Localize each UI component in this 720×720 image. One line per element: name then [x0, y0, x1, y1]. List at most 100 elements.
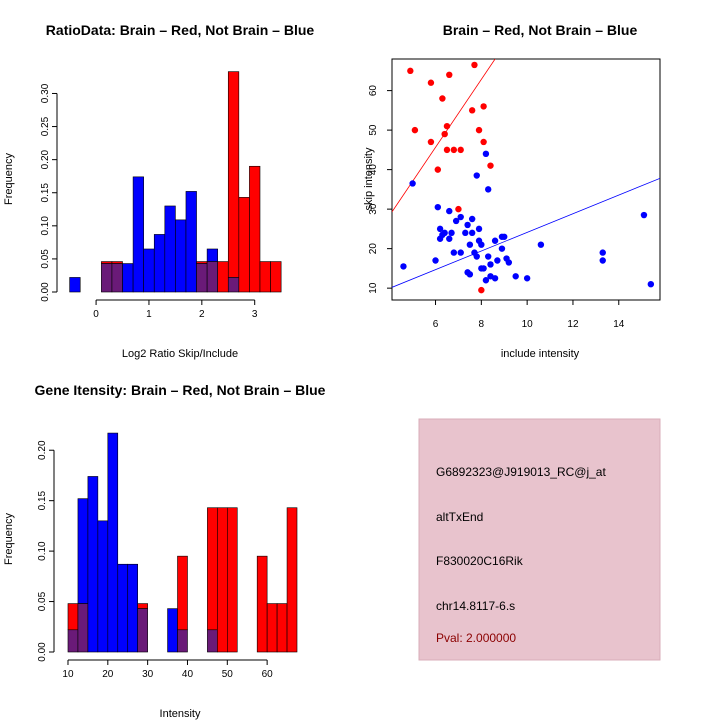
not-brain-point [434, 203, 442, 211]
not-brain-point [446, 235, 453, 242]
y-tick-label: 0.05 [40, 249, 51, 269]
scatter-xlabel: include intensity [501, 348, 580, 360]
x-tick-label: 30 [142, 669, 154, 680]
not-brain-bar [143, 248, 155, 293]
y-tick-label: 0.15 [40, 183, 51, 203]
y-tick-label: 0.25 [40, 116, 51, 136]
brain-bar [67, 603, 79, 631]
not-brain-point [452, 217, 460, 225]
x-tick-label: 3 [252, 309, 258, 320]
scatter-ylabel: skip intensity [363, 147, 375, 210]
not-brain-point [498, 245, 506, 252]
ratio-histogram-ylabel: Frequency [3, 153, 15, 205]
brain-bar [207, 507, 218, 631]
gene-name-text: F830020C16Rik [436, 554, 524, 568]
not-brain-bar [185, 191, 197, 293]
overlap-bar [67, 629, 79, 653]
ratio-histogram: RatioData: Brain – Red, Not Brain – Blue… [3, 22, 314, 360]
y-tick-label: 0.15 [37, 490, 48, 510]
not-brain-bar [107, 432, 119, 653]
not-brain-point [523, 275, 531, 282]
not-brain-point [480, 265, 487, 272]
brain-point [427, 138, 435, 146]
x-tick-label: 0 [93, 309, 99, 320]
y-tick-label: 40 [368, 164, 379, 176]
not-brain-point [448, 229, 455, 237]
not-brain-bar [117, 563, 129, 653]
brain-point [441, 130, 448, 138]
brain-point [407, 67, 414, 75]
not-brain-bar [153, 234, 166, 293]
gene-histogram-title: Gene Itensity: Brain – Red, Not Brain – … [35, 382, 326, 398]
y-tick-label: 0.00 [40, 282, 51, 302]
x-tick-label: 1 [146, 309, 152, 320]
brain-point [411, 126, 419, 134]
brain-bar [249, 165, 261, 293]
not-brain-bar [122, 263, 134, 293]
not-brain-bar [132, 176, 144, 293]
brain-point [478, 286, 485, 294]
not-brain-point [485, 253, 492, 260]
overlap-bar [227, 277, 240, 293]
overlap-bar [207, 629, 218, 653]
x-tick-label: 2 [199, 309, 205, 320]
not-brain-point [462, 229, 469, 237]
not-brain-point [457, 213, 464, 221]
x-tick-label: 10 [62, 669, 74, 680]
not-brain-point [487, 261, 494, 268]
not-brain-point [400, 263, 407, 270]
not-brain-bar [77, 498, 89, 604]
brain-bar [276, 603, 288, 653]
y-tick-label: 0.20 [37, 440, 48, 460]
y-tick-label: 0.30 [40, 83, 51, 103]
not-brain-bar [206, 248, 218, 262]
not-brain-point [436, 225, 444, 233]
overlap-bar [101, 263, 113, 293]
brain-point [434, 166, 442, 173]
brain-bar [227, 507, 238, 653]
x-tick-label: 20 [102, 669, 114, 680]
not-brain-point [473, 253, 480, 260]
brain-bar [137, 603, 148, 609]
y-tick-label: 60 [368, 85, 379, 97]
brain-bar [217, 507, 228, 653]
brain-point [443, 146, 451, 154]
brain-bar [227, 71, 240, 278]
y-tick-label: 50 [368, 124, 379, 136]
brain-point [480, 138, 487, 146]
not-brain-point [478, 241, 485, 248]
brain-point [443, 122, 451, 130]
gene-histogram-ylabel: Frequency [3, 513, 15, 565]
probe-id-text: G6892323@J919013_RC@j_at [436, 465, 606, 479]
y-tick-label: 0.10 [37, 541, 48, 561]
not-brain-point [482, 277, 490, 284]
brain-point [455, 205, 462, 213]
ratio-histogram-title: RatioData: Brain – Red, Not Brain – Blue [46, 22, 315, 38]
brain-point [457, 146, 464, 154]
not-brain-point [466, 241, 474, 248]
info-panel-background [418, 418, 661, 661]
not-brain-point [473, 172, 480, 179]
not-brain-point [512, 273, 519, 280]
y-tick-label: 20 [368, 243, 379, 255]
brain-point [427, 79, 435, 86]
x-tick-label: 8 [479, 319, 485, 330]
scatter-plot-box [391, 58, 661, 301]
brain-bar [259, 261, 271, 293]
brain-bar [256, 555, 268, 653]
not-brain-point [599, 257, 606, 264]
brain-point [446, 71, 453, 79]
not-brain-regression-line [392, 177, 660, 288]
brain-point [439, 95, 446, 102]
not-brain-point [640, 211, 648, 219]
ratio-histogram-xlabel: Log2 Ratio Skip/Include [122, 348, 238, 360]
pval-text: Pval: 2.000000 [436, 631, 516, 645]
not-brain-point [494, 257, 501, 264]
not-brain-point [457, 249, 464, 256]
not-brain-point [599, 249, 606, 256]
gene-intensity-histogram: Gene Itensity: Brain – Red, Not Brain – … [3, 382, 326, 720]
x-tick-label: 14 [613, 319, 625, 330]
scatter-title: Brain – Red, Not Brain – Blue [443, 22, 638, 38]
overlap-bar [196, 263, 208, 293]
overlap-bar [206, 261, 218, 293]
